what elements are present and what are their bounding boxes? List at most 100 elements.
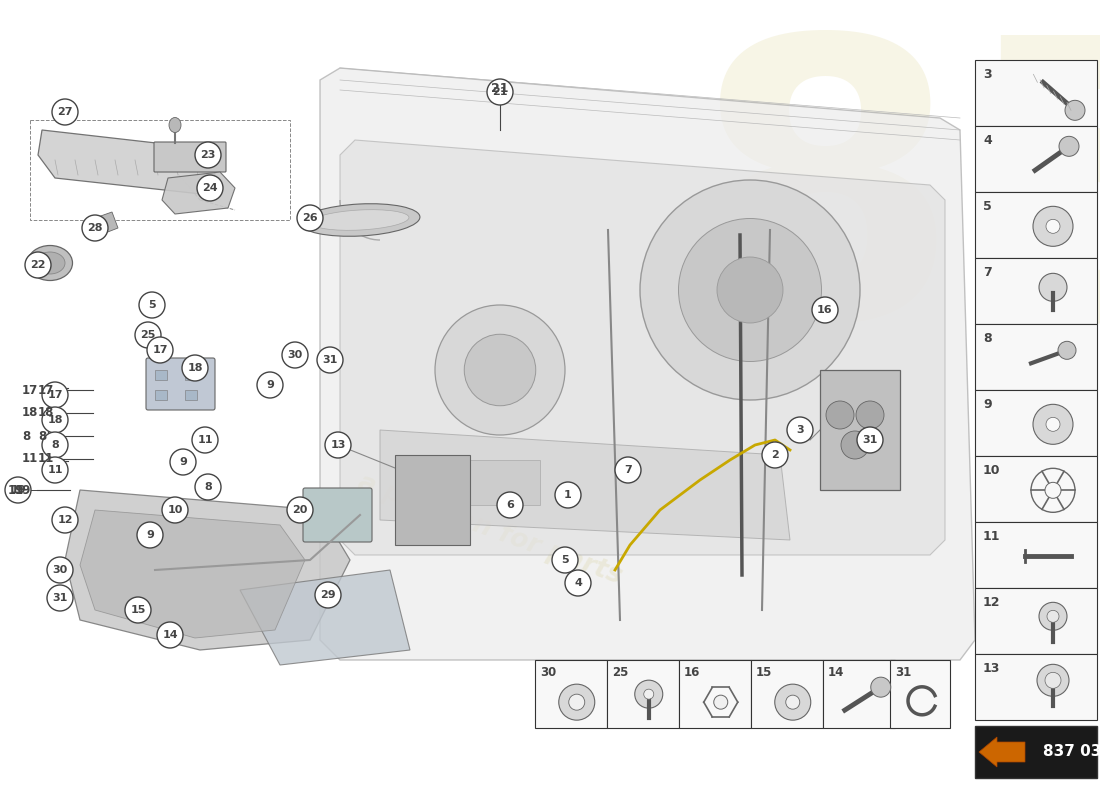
Circle shape [1033, 404, 1072, 444]
Bar [535, 660, 607, 728]
Text: 23: 23 [200, 150, 216, 160]
Bar [975, 324, 1097, 390]
Polygon shape [65, 490, 350, 650]
Circle shape [1046, 219, 1060, 234]
Circle shape [565, 570, 591, 596]
Text: 20: 20 [293, 505, 308, 515]
Circle shape [871, 677, 891, 697]
Bar [420, 460, 540, 505]
Circle shape [182, 355, 208, 381]
Text: 12: 12 [57, 515, 73, 525]
Circle shape [47, 557, 73, 583]
Circle shape [170, 449, 196, 475]
Text: 18: 18 [187, 363, 202, 373]
Text: 31: 31 [53, 593, 68, 603]
Text: 26: 26 [302, 213, 318, 223]
Circle shape [1058, 342, 1076, 359]
Circle shape [197, 175, 223, 201]
Polygon shape [80, 510, 305, 638]
Circle shape [52, 507, 78, 533]
Text: 8: 8 [22, 430, 31, 442]
Circle shape [559, 684, 595, 720]
Text: 5: 5 [561, 555, 569, 565]
Ellipse shape [300, 204, 420, 236]
Text: 11: 11 [47, 465, 63, 475]
Text: 9: 9 [983, 398, 991, 410]
Text: 19: 19 [10, 485, 25, 495]
Text: 27: 27 [57, 107, 73, 117]
Circle shape [717, 257, 783, 323]
Ellipse shape [35, 252, 65, 274]
Text: 22: 22 [31, 260, 46, 270]
Text: 12: 12 [983, 595, 1001, 609]
Polygon shape [162, 172, 235, 214]
Text: 10: 10 [167, 505, 183, 515]
Text: 11: 11 [983, 530, 1001, 542]
Text: 13: 13 [330, 440, 345, 450]
Text: 8: 8 [39, 430, 46, 442]
Bar [820, 370, 900, 490]
FancyBboxPatch shape [302, 488, 372, 542]
Text: 18: 18 [47, 415, 63, 425]
Circle shape [282, 342, 308, 368]
Bar [185, 370, 197, 380]
Ellipse shape [28, 246, 73, 281]
Text: 15: 15 [756, 666, 772, 679]
Text: 5: 5 [983, 199, 992, 213]
Bar [155, 370, 167, 380]
Circle shape [1059, 136, 1079, 156]
Bar [185, 390, 197, 400]
Circle shape [679, 218, 822, 362]
Circle shape [826, 401, 854, 429]
Bar [975, 126, 1097, 192]
Bar [975, 522, 1097, 588]
Circle shape [842, 431, 869, 459]
Text: 28: 28 [87, 223, 102, 233]
Text: 10: 10 [983, 463, 1001, 477]
Circle shape [615, 457, 641, 483]
Circle shape [1046, 418, 1060, 431]
Circle shape [487, 79, 513, 105]
Circle shape [324, 432, 351, 458]
Bar [679, 660, 751, 728]
Text: 21: 21 [493, 87, 508, 97]
Text: 30: 30 [53, 565, 67, 575]
Text: 14: 14 [828, 666, 845, 679]
Text: 18: 18 [39, 406, 54, 419]
Text: 8: 8 [51, 440, 59, 450]
Text: 25: 25 [612, 666, 628, 679]
Text: 837 03: 837 03 [1043, 745, 1100, 759]
Text: 16: 16 [817, 305, 833, 315]
Circle shape [714, 695, 728, 709]
Circle shape [135, 322, 161, 348]
Circle shape [52, 99, 78, 125]
Text: 6: 6 [506, 500, 514, 510]
Polygon shape [340, 140, 945, 555]
Text: 24: 24 [202, 183, 218, 193]
Circle shape [157, 622, 183, 648]
Circle shape [192, 427, 218, 453]
Circle shape [1037, 664, 1069, 696]
Circle shape [785, 695, 800, 709]
Circle shape [644, 689, 653, 699]
Bar [30, 120, 290, 220]
Text: 29: 29 [320, 590, 336, 600]
Circle shape [82, 215, 108, 241]
Text: 2: 2 [771, 450, 779, 460]
Text: 17: 17 [22, 383, 38, 397]
Polygon shape [240, 570, 410, 665]
Text: 7: 7 [983, 266, 992, 278]
Text: a passion for parts: a passion for parts [354, 470, 626, 590]
Circle shape [556, 482, 581, 508]
Circle shape [1065, 100, 1085, 120]
Bar [975, 654, 1097, 720]
Circle shape [6, 477, 31, 503]
Text: 31: 31 [862, 435, 878, 445]
Circle shape [1033, 206, 1072, 246]
Circle shape [774, 684, 811, 720]
Text: 8: 8 [983, 331, 991, 345]
FancyBboxPatch shape [154, 142, 226, 172]
Text: 21: 21 [492, 82, 508, 94]
Bar [975, 456, 1097, 522]
Circle shape [139, 292, 165, 318]
